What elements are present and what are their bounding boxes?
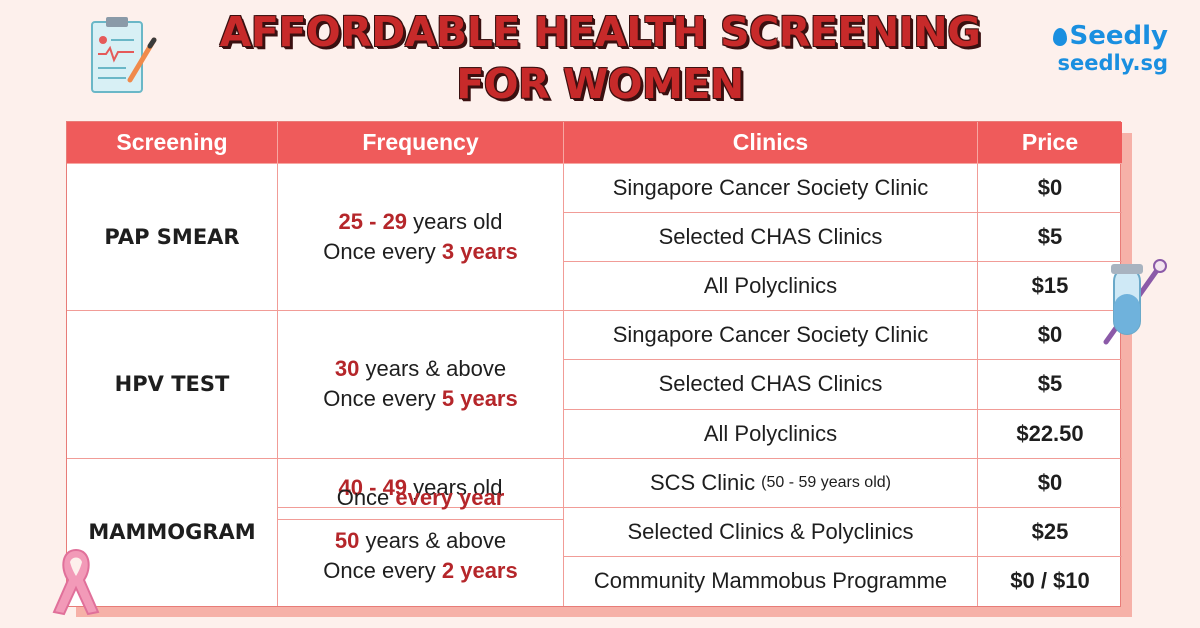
clinic-cell: All Polyclinics <box>564 262 978 312</box>
age-text: years & above <box>359 356 507 382</box>
price-cell: $25 <box>978 508 1122 557</box>
clinic-cell: Singapore Cancer Society Clinic <box>564 311 978 361</box>
once-text: Once every <box>323 386 442 412</box>
title-line-1: AFFORDABLE HEALTH SCREENING <box>219 8 981 56</box>
price-cell: $0 <box>978 311 1122 361</box>
screening-name: PAP SMEAR <box>67 164 278 312</box>
frequency-cell: 40 - 49 years old <box>278 458 564 508</box>
age-range: 30 <box>334 356 360 382</box>
price-cell: $5 <box>978 360 1122 410</box>
header-clinics: Clinics <box>564 122 978 164</box>
price-cell: $15 <box>978 262 1122 312</box>
once-text: Once every <box>323 558 442 584</box>
age-range: 50 <box>334 528 360 554</box>
age-text: years & above <box>359 528 507 554</box>
price-cell: $0 <box>978 459 1122 508</box>
clinic-cell: Selected CHAS Clinics <box>564 360 978 410</box>
age-range: 25 - 29 <box>338 209 408 235</box>
clinic-cell: SCS Clinic (50 - 59 years old) <box>564 458 978 508</box>
pink-ribbon-icon <box>52 548 100 616</box>
clinic-note: (50 - 59 years old) <box>761 473 891 491</box>
age-range: 40 - 49 <box>338 474 408 500</box>
price-cell: $0 <box>978 164 1122 214</box>
seedly-logo: Seedly seedly.sg <box>1052 21 1169 76</box>
seedly-drop-icon <box>1052 28 1067 46</box>
price-cell: $22.50 <box>978 410 1122 459</box>
header-price: Price <box>978 122 1122 164</box>
frequency-cell: Once every year 50 years & above Once ev… <box>278 485 564 606</box>
header-frequency: Frequency <box>278 122 564 164</box>
brand-url: seedly.sg <box>1057 51 1169 75</box>
page-title: AFFORDABLE HEALTH SCREENING FOR WOMEN <box>0 6 1200 110</box>
frequency-cell: 30 years & above Once every 5 years <box>278 311 564 459</box>
period-text: 5 years <box>441 386 518 412</box>
clinic-cell: Community Mammobus Programme <box>564 556 978 606</box>
clipboard-icon <box>91 17 157 93</box>
period-text: 2 years <box>441 558 518 584</box>
price-cell: $0 / $10 <box>1010 568 1090 594</box>
clinic-cell: All Polyclinics <box>564 409 978 459</box>
screening-name: MAMMOGRAM <box>67 458 278 606</box>
brand-name: Seedly <box>1069 21 1168 51</box>
clinic-cell: Selected Clinics & Polyclinics <box>564 507 978 557</box>
once-text: Once <box>336 485 396 511</box>
age-text: years old <box>407 474 503 500</box>
period-text: every year <box>395 485 505 511</box>
test-tube-icon <box>1103 259 1167 345</box>
title-line-2: FOR WOMEN <box>456 60 744 108</box>
price-cell: $5 <box>978 213 1122 263</box>
once-text: Once every <box>323 239 442 265</box>
clinic-cell: Selected CHAS Clinics <box>564 213 978 263</box>
age-text: years old <box>407 209 503 235</box>
screening-table: Screening Frequency Clinics Price PAP SM… <box>66 121 1122 607</box>
period-text: 3 years <box>441 239 518 265</box>
clinic-name: SCS Clinic <box>650 469 756 495</box>
screening-name: HPV TEST <box>67 311 278 459</box>
frequency-cell: 25 - 29 years old Once every 3 years <box>278 164 564 312</box>
header-screening: Screening <box>67 122 278 164</box>
clinic-cell: Singapore Cancer Society Clinic <box>564 164 978 214</box>
